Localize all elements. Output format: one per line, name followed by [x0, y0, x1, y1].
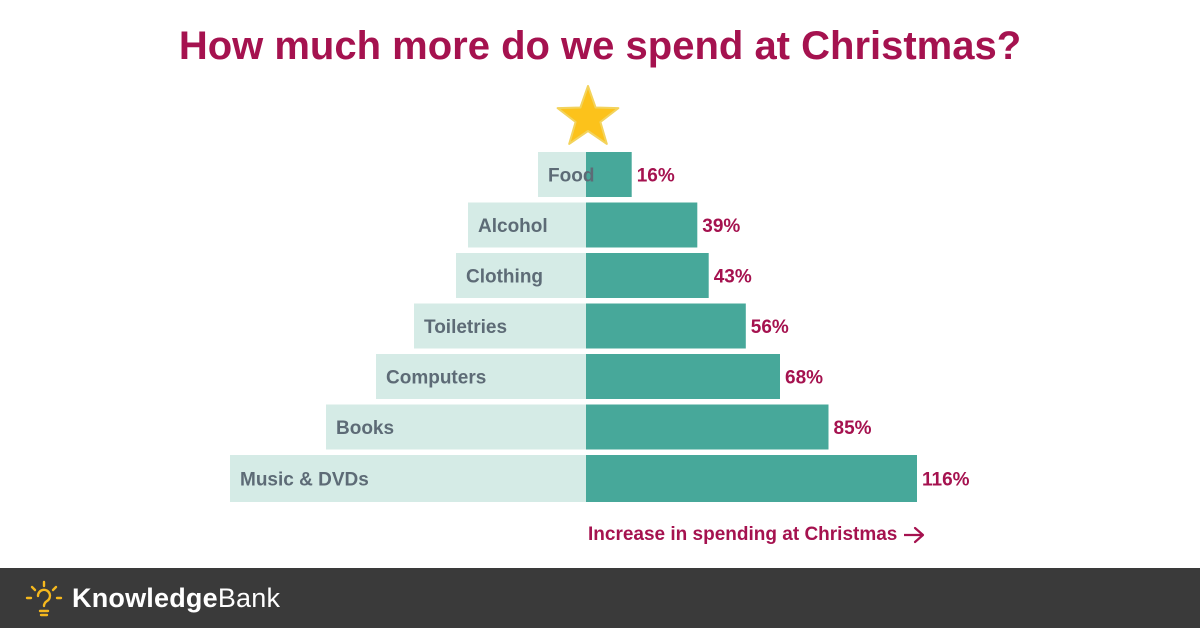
brand-regular: Bank: [217, 583, 281, 613]
footer-bar: KnowledgeBank: [0, 568, 1200, 628]
category-label: Toiletries: [424, 317, 507, 338]
bar: [586, 202, 698, 248]
category-label: Music & DVDs: [240, 470, 369, 491]
chart-rows: Food 16% Alcohol 39% Clothing 43% Toiletries 56…: [230, 152, 970, 502]
value-label: 56%: [751, 317, 789, 338]
bar: [586, 354, 780, 399]
value-label: 16%: [637, 166, 675, 187]
category-label-background: [376, 354, 586, 399]
category-label: Clothing: [466, 267, 543, 288]
category-label: Alcohol: [478, 216, 548, 237]
category-label-background: [326, 404, 586, 450]
page-title: How much more do we spend at Christmas?: [178, 24, 1022, 68]
category-label-background: [230, 455, 586, 502]
bar: [586, 303, 746, 349]
lightbulb-icon: [25, 580, 63, 617]
brand-logo: KnowledgeBank: [72, 582, 280, 614]
category-label-background: [414, 303, 586, 349]
bar: [586, 152, 632, 197]
bar: [586, 455, 917, 502]
value-label: 68%: [785, 368, 823, 389]
value-label: 116%: [922, 470, 970, 491]
christmas-spending-chart: Food 16% Alcohol 39% Clothing 43% Toiletries 56…: [230, 85, 970, 545]
category-label-background: [456, 253, 586, 298]
category-label: Food: [548, 166, 594, 187]
category-label: Books: [336, 418, 394, 439]
value-label: 43%: [714, 267, 752, 288]
brand-bold: Knowledge: [72, 583, 218, 613]
category-label: Computers: [386, 368, 486, 389]
star-icon: [556, 85, 620, 145]
axis-label: Increase in spending at Christmas: [588, 524, 897, 545]
value-label: 85%: [834, 418, 872, 439]
value-label: 39%: [702, 216, 740, 237]
bar: [586, 404, 829, 450]
category-label-background: [538, 152, 586, 197]
bar: [586, 253, 709, 298]
category-label-background: [468, 202, 586, 248]
arrow-right-icon: [904, 526, 925, 544]
